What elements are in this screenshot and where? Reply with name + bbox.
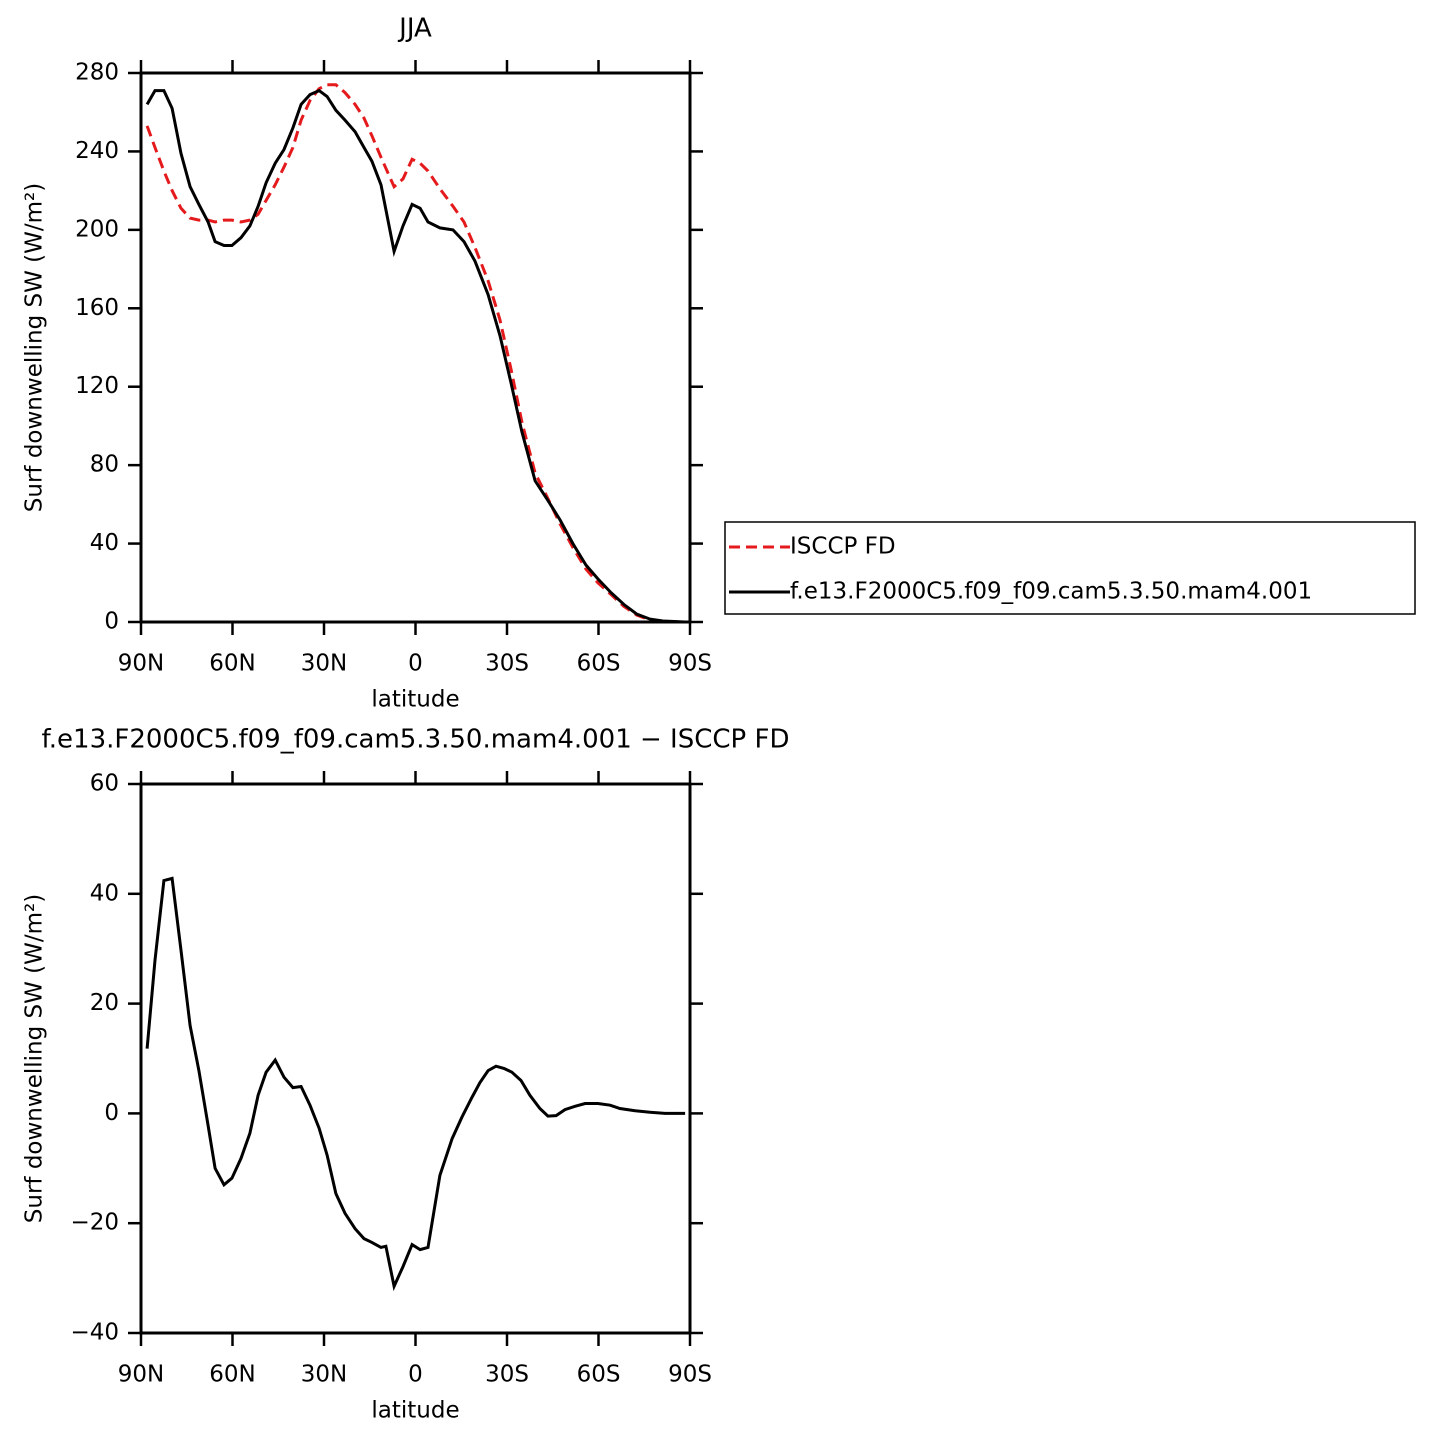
y-tick-label: 280 xyxy=(75,60,119,86)
y-tick-label: 0 xyxy=(104,1100,119,1126)
x-tick-label: 30S xyxy=(485,651,529,677)
x-tick-label: 0 xyxy=(408,1362,423,1388)
x-axis-label: latitude xyxy=(371,1398,459,1424)
plot-frame xyxy=(139,782,692,1335)
y-tick-label: 60 xyxy=(90,771,119,797)
series-line xyxy=(145,88,686,624)
x-tick-label: 0 xyxy=(408,651,423,677)
y-tick-label: 20 xyxy=(90,990,119,1016)
x-tick-label: 90N xyxy=(118,651,164,677)
x-tick-label: 90S xyxy=(668,1362,712,1388)
x-tick-label: 90N xyxy=(118,1362,164,1388)
y-tick-label: 200 xyxy=(75,216,119,242)
y-axis-label: Surf downwelling SW (W/m²) xyxy=(22,894,48,1223)
x-tick-label: 30N xyxy=(301,1362,347,1388)
series-line xyxy=(145,83,686,624)
legend-box xyxy=(724,521,1416,615)
legend-label: ISCCP FD xyxy=(790,534,896,560)
series-line xyxy=(145,876,686,1292)
y-tick-label: 40 xyxy=(90,880,119,906)
x-axis-label: latitude xyxy=(371,687,459,713)
x-tick-label: 30N xyxy=(301,651,347,677)
y-tick-label: 40 xyxy=(90,530,119,556)
x-tick-label: 60N xyxy=(209,1362,255,1388)
y-tick-label: 0 xyxy=(104,609,119,635)
y-axis-label: Surf downwelling SW (W/m²) xyxy=(22,183,48,512)
y-tick-label: 240 xyxy=(75,138,119,164)
x-tick-label: 90S xyxy=(668,651,712,677)
y-tick-label: 120 xyxy=(75,373,119,399)
chart-title: f.e13.F2000C5.f09_f09.cam5.3.50.mam4.001… xyxy=(42,725,790,755)
y-tick-label: −40 xyxy=(70,1320,119,1346)
y-tick-label: 80 xyxy=(90,452,119,478)
x-tick-label: 60N xyxy=(209,651,255,677)
x-tick-label: 60S xyxy=(577,651,621,677)
x-tick-label: 60S xyxy=(577,1362,621,1388)
plot-frame xyxy=(139,71,692,624)
y-tick-label: 160 xyxy=(75,295,119,321)
y-tick-label: −20 xyxy=(70,1210,119,1236)
chart-title: JJA xyxy=(397,14,432,44)
x-tick-label: 30S xyxy=(485,1362,529,1388)
legend-label: f.e13.F2000C5.f09_f09.cam5.3.50.mam4.001 xyxy=(790,579,1312,605)
